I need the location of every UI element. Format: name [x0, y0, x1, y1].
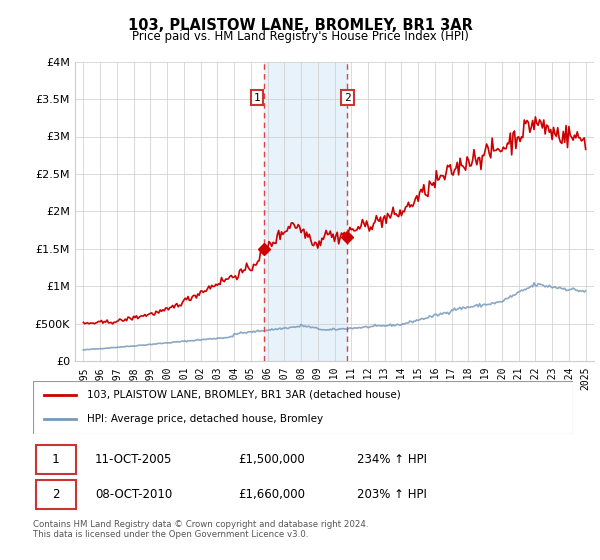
FancyBboxPatch shape: [33, 381, 573, 434]
Text: 08-OCT-2010: 08-OCT-2010: [95, 488, 172, 501]
Text: 11-OCT-2005: 11-OCT-2005: [95, 452, 172, 466]
Text: 103, PLAISTOW LANE, BROMLEY, BR1 3AR: 103, PLAISTOW LANE, BROMLEY, BR1 3AR: [128, 18, 472, 33]
Text: £1,660,000: £1,660,000: [238, 488, 305, 501]
Text: 103, PLAISTOW LANE, BROMLEY, BR1 3AR (detached house): 103, PLAISTOW LANE, BROMLEY, BR1 3AR (de…: [87, 390, 401, 400]
Text: 234% ↑ HPI: 234% ↑ HPI: [357, 452, 427, 466]
Text: HPI: Average price, detached house, Bromley: HPI: Average price, detached house, Brom…: [87, 414, 323, 424]
Text: 203% ↑ HPI: 203% ↑ HPI: [357, 488, 427, 501]
Bar: [264, 62, 347, 361]
Text: Contains HM Land Registry data © Crown copyright and database right 2024.
This d: Contains HM Land Registry data © Crown c…: [33, 520, 368, 539]
Text: 2: 2: [344, 92, 351, 102]
FancyBboxPatch shape: [36, 480, 76, 509]
Text: Price paid vs. HM Land Registry's House Price Index (HPI): Price paid vs. HM Land Registry's House …: [131, 30, 469, 43]
Text: 2: 2: [52, 488, 59, 501]
FancyBboxPatch shape: [36, 445, 76, 474]
Text: 1: 1: [254, 92, 260, 102]
Text: 1: 1: [52, 452, 59, 466]
Text: £1,500,000: £1,500,000: [238, 452, 305, 466]
